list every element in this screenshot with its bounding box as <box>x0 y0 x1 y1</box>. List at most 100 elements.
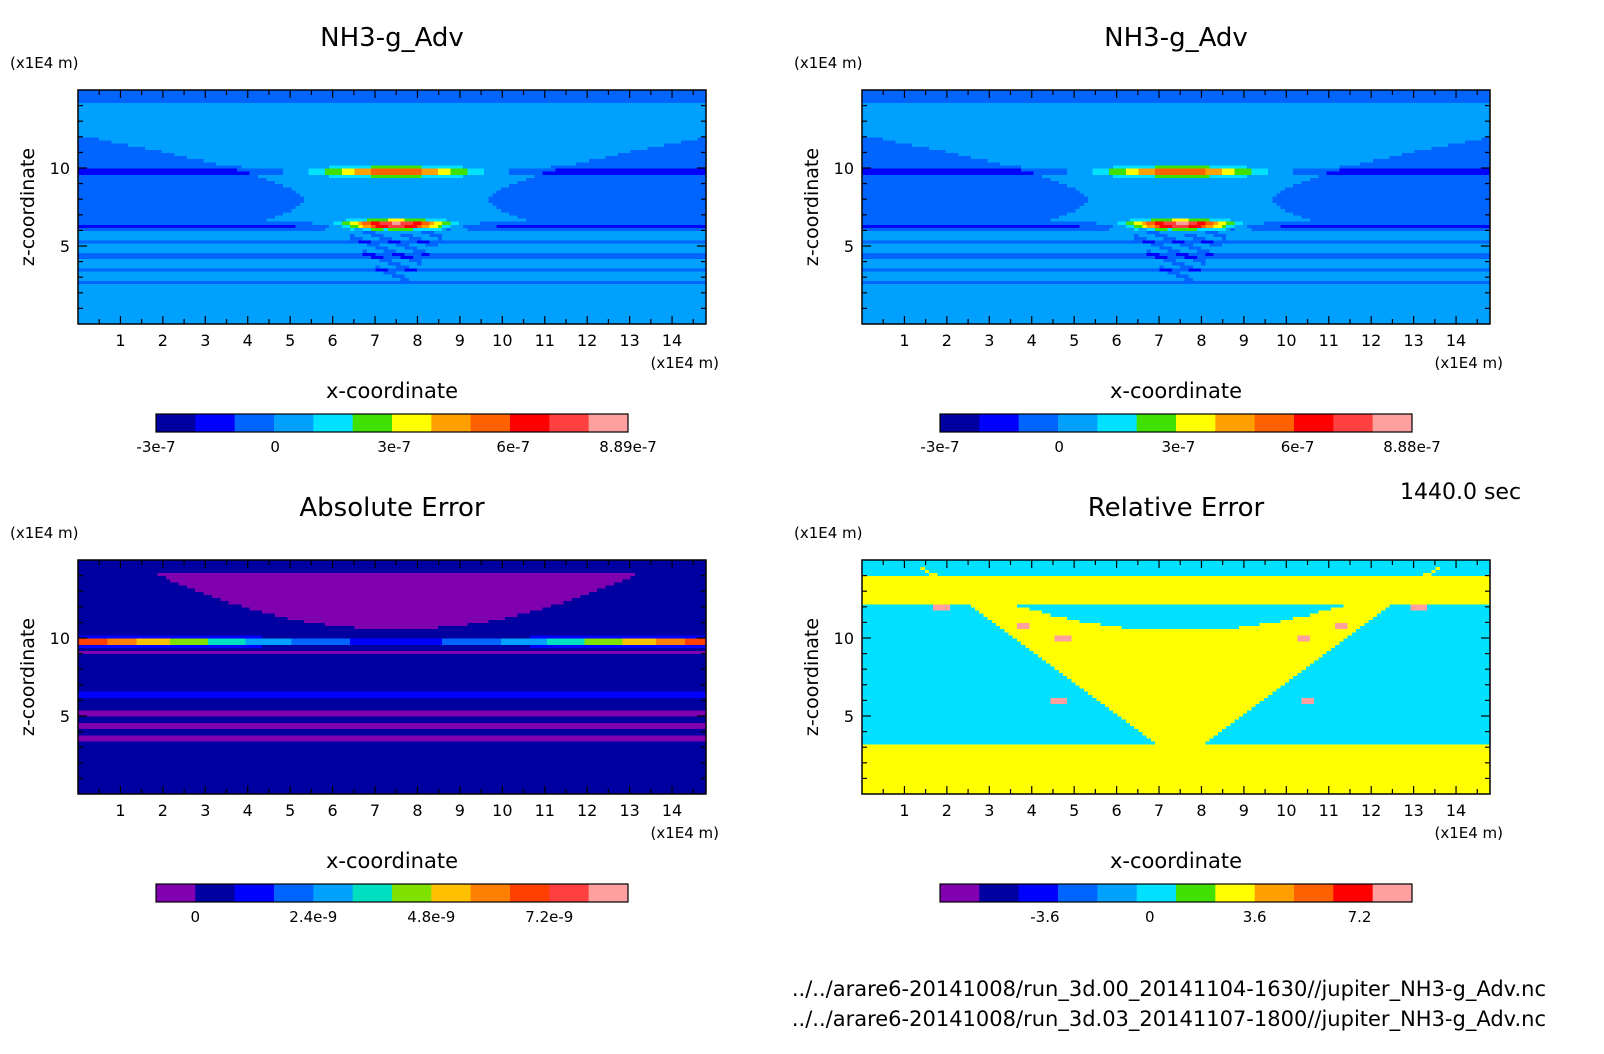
heatmap-cell <box>98 295 104 300</box>
heatmap-cell <box>458 305 464 309</box>
heatmap-cell <box>195 299 201 303</box>
heatmap-cell <box>609 320 615 325</box>
heatmap-cell <box>392 295 397 300</box>
heatmap-cell <box>153 302 159 306</box>
heatmap-cell <box>186 295 192 300</box>
heatmap-cell <box>115 308 121 313</box>
heatmap-cell <box>467 280 473 285</box>
heatmap-cell <box>358 305 364 309</box>
heatmap-cell <box>580 299 586 303</box>
heatmap-cell <box>425 286 431 291</box>
heatmap-cell <box>672 308 678 313</box>
heatmap-cell <box>341 283 347 288</box>
heatmap-cell <box>291 289 297 294</box>
heatmap-cell <box>107 314 113 319</box>
heatmap-cell <box>299 286 305 291</box>
heatmap-cell <box>651 311 657 316</box>
heatmap-cell <box>697 308 703 313</box>
heatmap-cell <box>538 283 544 288</box>
heatmap-cell <box>601 317 607 322</box>
heatmap-cell <box>521 283 527 288</box>
heatmap-cell <box>613 295 619 300</box>
heatmap-cell <box>362 314 368 319</box>
heatmap-cell <box>693 283 699 288</box>
heatmap-cell <box>392 317 397 322</box>
heatmap-cell <box>647 302 653 306</box>
heatmap-cell <box>517 302 523 306</box>
heatmap-cell <box>563 289 569 294</box>
heatmap-cell <box>178 308 184 313</box>
heatmap-cell <box>258 308 263 313</box>
heatmap-cell <box>425 292 431 297</box>
heatmap-cell <box>458 320 464 325</box>
heatmap-cell <box>412 305 418 309</box>
heatmap-cell <box>312 286 318 291</box>
heatmap-cell <box>207 299 213 303</box>
heatmap-cell <box>643 292 648 297</box>
heatmap-cell <box>438 286 443 291</box>
heatmap-cell <box>618 308 623 313</box>
heatmap-cell <box>471 299 477 303</box>
heatmap-cell <box>220 299 226 303</box>
heatmap-cell <box>103 283 108 288</box>
heatmap-cell <box>530 289 535 294</box>
heatmap-cell <box>287 280 293 285</box>
heatmap-cell <box>458 283 464 288</box>
heatmap-cell <box>454 320 460 325</box>
heatmap-cell <box>484 305 489 309</box>
heatmap-cell <box>676 295 682 300</box>
heatmap-cell <box>228 299 234 303</box>
heatmap-cell <box>634 320 640 325</box>
heatmap-cell <box>207 311 213 316</box>
heatmap-cell <box>304 308 309 313</box>
heatmap-cell <box>283 305 288 309</box>
heatmap-cell <box>249 320 255 325</box>
heatmap-cell <box>136 320 142 325</box>
heatmap-cell <box>601 292 607 297</box>
heatmap-cell <box>274 308 280 313</box>
heatmap-cell <box>354 280 360 285</box>
heatmap-cell <box>283 311 288 316</box>
heatmap-cell <box>308 283 314 288</box>
heatmap-cell <box>94 286 100 291</box>
heatmap-cell <box>446 299 452 303</box>
heatmap-cell <box>588 299 594 303</box>
heatmap-cell <box>450 280 456 285</box>
heatmap-cell <box>584 289 590 294</box>
heatmap-cell <box>613 283 619 288</box>
heatmap-cell <box>551 305 556 309</box>
heatmap-cell <box>618 317 623 322</box>
heatmap-cell <box>634 305 640 309</box>
heatmap-cell <box>262 292 267 297</box>
heatmap-cell <box>655 299 661 303</box>
heatmap-cell <box>178 320 184 325</box>
heatmap-cell <box>626 314 632 319</box>
heatmap-cell <box>132 283 138 288</box>
heatmap-cell <box>672 320 678 325</box>
heatmap-cell <box>207 302 213 306</box>
heatmap-cell <box>609 299 615 303</box>
heatmap-cell <box>429 305 435 309</box>
heatmap-cell <box>551 299 556 303</box>
heatmap-cell <box>299 314 305 319</box>
heatmap-cell <box>454 314 460 319</box>
heatmap-cell <box>170 295 175 300</box>
heatmap-cell <box>178 311 184 316</box>
heatmap-cell <box>157 286 163 291</box>
heatmap-cell <box>496 320 502 325</box>
heatmap-cell <box>362 317 368 322</box>
heatmap-cell <box>693 320 699 325</box>
heatmap-cell <box>421 317 427 322</box>
heatmap-cell <box>559 292 565 297</box>
heatmap-cell <box>433 299 439 303</box>
heatmap-cell <box>283 308 288 313</box>
heatmap-cell <box>408 283 414 288</box>
heatmap-cell <box>458 295 464 300</box>
heatmap-cell <box>438 320 443 325</box>
heatmap-cell <box>676 286 682 291</box>
heatmap-cell <box>396 295 401 300</box>
heatmap-cell <box>371 317 376 322</box>
heatmap-cell <box>337 314 343 319</box>
heatmap-cell <box>505 283 510 288</box>
heatmap-cell <box>563 305 569 309</box>
